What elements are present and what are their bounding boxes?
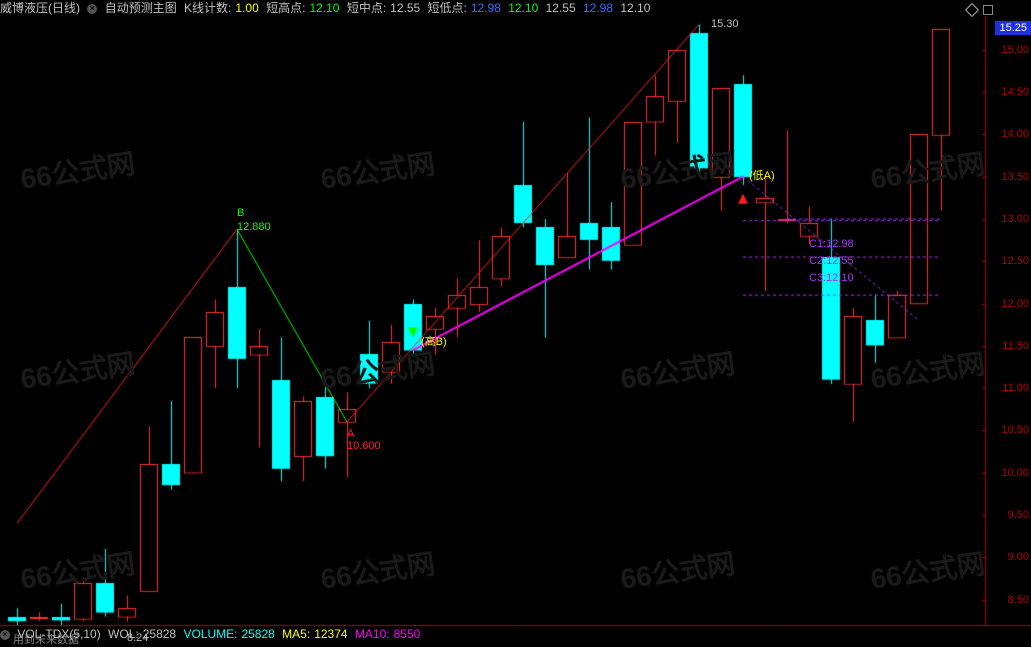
annotation: B	[237, 207, 244, 219]
p1-value: 1.00	[235, 1, 258, 15]
annotation: A	[347, 428, 354, 440]
y-tick: 12.50	[1001, 255, 1029, 267]
y-tick: 9.50	[1008, 509, 1029, 521]
wol-val: 25828	[143, 627, 176, 641]
volume-val: 25828	[241, 627, 274, 641]
annotation: 10.600	[347, 440, 381, 452]
annotation: 15.30	[711, 18, 739, 30]
annotation: (高B)	[421, 333, 447, 349]
y-tick: 14.50	[1001, 86, 1029, 98]
y-tick: 15.00	[1001, 44, 1029, 56]
tail-3: 12.10	[620, 1, 650, 15]
p1-label: K线计数:	[184, 1, 231, 15]
annotation: C1:12.98	[809, 238, 854, 250]
y-tick: 13.50	[1001, 171, 1029, 183]
wol-label: WOL:	[108, 627, 139, 641]
square-icon[interactable]	[983, 5, 993, 15]
y-tick: 10.50	[1001, 424, 1029, 436]
current-price-tag: 15.25	[995, 21, 1031, 35]
top-right-icons	[965, 2, 993, 20]
p3-value: 12.55	[390, 1, 420, 15]
annotation: (低A)	[749, 167, 775, 183]
tail-1: 12.55	[546, 1, 576, 15]
p4-label: 短低点:	[428, 1, 467, 15]
tail-0: 12.10	[508, 1, 538, 15]
y-tick: 11.00	[1002, 382, 1029, 394]
ma10-val: 8550	[394, 627, 421, 641]
y-tick: 13.00	[1001, 213, 1029, 225]
volume-label: VOLUME:	[183, 627, 237, 641]
ma10-label: MA10:	[355, 627, 390, 641]
p4-value: 12.98	[471, 1, 501, 15]
y-tick: 12.00	[1001, 298, 1029, 310]
candlestick-chart[interactable]	[0, 0, 1031, 642]
p2-value: 12.10	[309, 1, 339, 15]
vol-info-icon[interactable]: ✕	[0, 630, 10, 640]
ma5-label: MA5:	[282, 627, 310, 641]
tail-2: 12.98	[583, 1, 613, 15]
indicator-name: 自动预测主图	[105, 1, 177, 15]
vol-indicator: VOL-TDX(5,10)	[17, 627, 100, 641]
y-tick: 8.50	[1008, 594, 1029, 606]
annotation: C3:12.10	[809, 272, 854, 284]
volume-footer: ✕ VOL-TDX(5,10) WOL: 25828 VOLUME: 25828 M…	[0, 626, 424, 642]
y-tick: 11.50	[1002, 340, 1029, 352]
ma5-val: 12374	[314, 627, 347, 641]
y-tick: 9.00	[1008, 551, 1029, 563]
stock-title: 威博液压(日线)	[0, 1, 80, 15]
annotation: 12.880	[237, 221, 271, 233]
diamond-icon[interactable]	[964, 3, 978, 17]
p3-label: 短中点:	[347, 1, 386, 15]
p2-label: 短高点:	[266, 1, 305, 15]
annotation: C2:12.55	[809, 255, 854, 267]
y-tick: 10.00	[1001, 467, 1029, 479]
chart-header: 威博液压(日线) ✕ 自动预测主图 K线计数: 1.00 短高点: 12.10 短中…	[0, 0, 654, 16]
y-tick: 14.00	[1001, 128, 1029, 140]
info-icon[interactable]: ✕	[87, 4, 97, 14]
